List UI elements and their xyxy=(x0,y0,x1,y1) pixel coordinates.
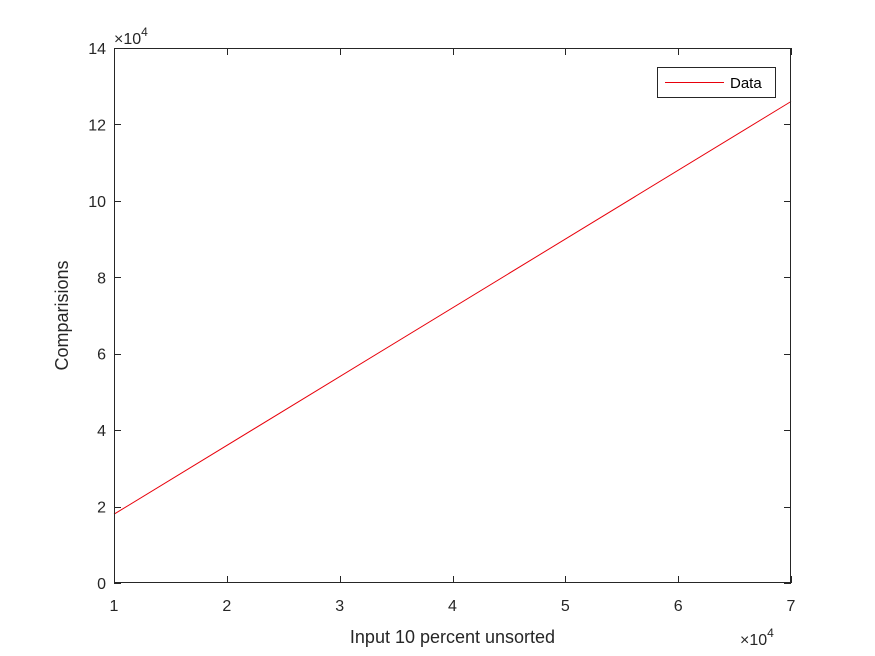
series-line-0 xyxy=(113,101,792,515)
x-tick-label: 3 xyxy=(335,598,344,615)
y-tick-label: 8 xyxy=(97,270,106,287)
x-tick-label: 6 xyxy=(674,598,683,615)
y-tick-label: 12 xyxy=(88,117,106,134)
y-tick-label: 10 xyxy=(88,194,106,211)
x-tick-label: 4 xyxy=(448,598,457,615)
legend-entry-label: Data xyxy=(730,75,762,92)
x-tick-label: 7 xyxy=(787,598,796,615)
plot-area xyxy=(114,48,791,583)
y-axis-label: Comparisions xyxy=(52,260,72,370)
y-exponent-base: ×10 xyxy=(114,31,141,48)
series-layer xyxy=(113,101,792,515)
x-tick-label: 5 xyxy=(561,598,570,615)
x-tick-label: 2 xyxy=(222,598,231,615)
x-axis-label: Input 10 percent unsorted xyxy=(350,627,555,647)
y-tick-label: 0 xyxy=(97,576,106,593)
y-tick-label: 14 xyxy=(88,41,106,58)
y-tick-label: 2 xyxy=(97,500,106,517)
x-exponent-base: ×10 xyxy=(740,632,767,649)
y-axis-exponent: ×104 xyxy=(114,25,148,48)
y-tick-label: 4 xyxy=(97,423,106,440)
axes-box xyxy=(114,48,791,583)
legend: Data xyxy=(657,67,776,98)
y-exponent-power: 4 xyxy=(141,25,148,39)
y-tick-label: 6 xyxy=(97,347,106,364)
x-tick-label: 1 xyxy=(110,598,119,615)
x-exponent-power: 4 xyxy=(767,626,774,640)
x-axis-exponent: ×104 xyxy=(740,626,774,649)
